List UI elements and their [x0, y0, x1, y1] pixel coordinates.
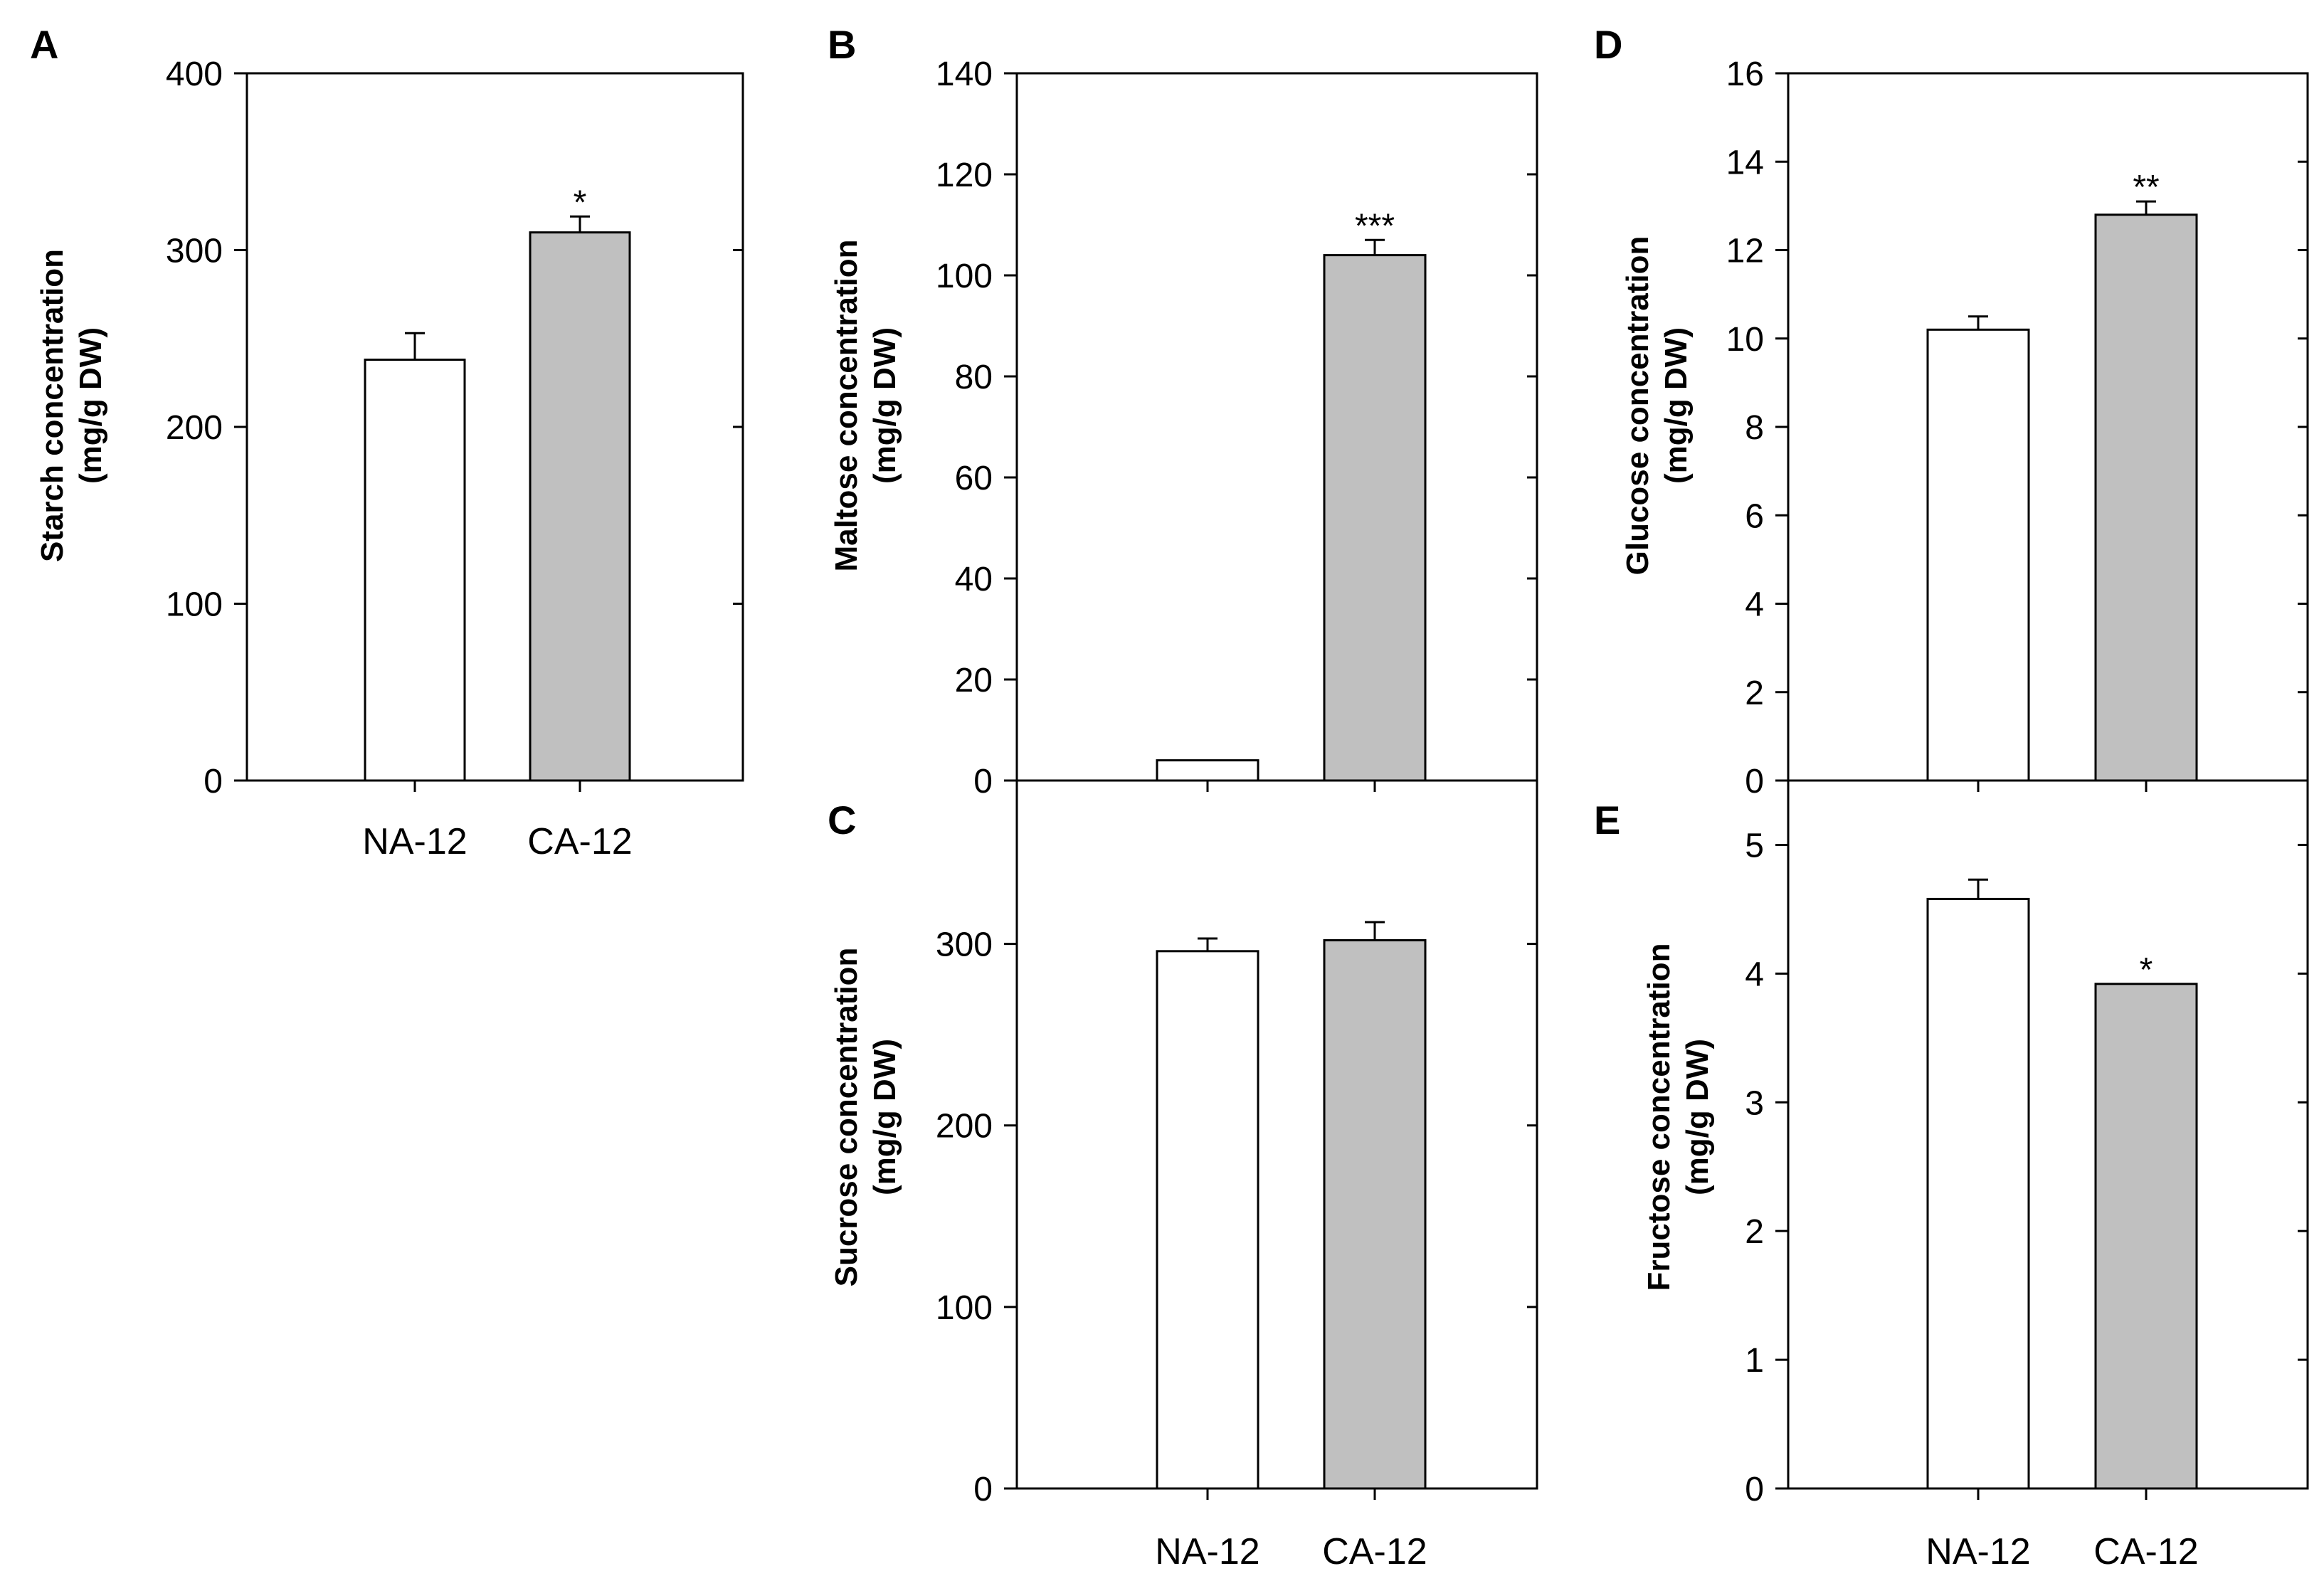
y-axis-label-line-1-E: Fructose concentration [1642, 943, 1676, 1291]
bar-A-NA-12 [364, 359, 466, 782]
y-axis-label-line-1-C: Sucrose concentration [829, 948, 864, 1287]
y-tick-label-D: 10 [1726, 321, 1764, 359]
x-tick-label-C: NA-12 [1155, 1531, 1259, 1572]
bar-B-CA-12 [1323, 254, 1427, 782]
y-tick-label-D: 6 [1745, 497, 1764, 535]
y-tick-label-E: 2 [1745, 1213, 1764, 1251]
y-axis-label-line-1-B: Maltose concentration [829, 240, 864, 572]
y-axis-label-B: Maltose concentration (mg/g DW) [829, 240, 902, 572]
y-axis-label-D: Glucose concentration (mg/g DW) [1620, 236, 1694, 576]
y-tick-label-A: 200 [166, 409, 223, 447]
y-axis-label-line-1-D: Glucose concentration [1620, 236, 1655, 576]
y-tick-label-D: 12 [1726, 233, 1764, 270]
y-tick-label-D: 14 [1726, 144, 1764, 181]
y-tick-label-B: 0 [973, 763, 993, 800]
y-tick-label-A: 100 [166, 586, 223, 624]
plot-frame-E [1787, 779, 2309, 1490]
y-tick-label-C: 0 [973, 1471, 993, 1508]
y-axis-label-A: Starch concentration (mg/g DW) [35, 249, 108, 562]
y-tick-label-C: 200 [936, 1108, 993, 1146]
significance-marker-A: * [574, 184, 587, 221]
y-tick-label-B: 140 [936, 55, 993, 93]
significance-marker-D: ** [2133, 169, 2159, 206]
bar-A-CA-12 [529, 231, 631, 782]
y-tick-label-B: 40 [955, 561, 993, 598]
y-tick-label-B: 20 [955, 662, 993, 699]
panel-label-D: D [1594, 22, 1622, 67]
y-tick-label-E: 4 [1745, 956, 1764, 993]
y-axis-label-E: Fructose concentration (mg/g DW) [1642, 943, 1715, 1291]
x-tick-label-E: CA-12 [2093, 1531, 2198, 1572]
bar-C-NA-12 [1156, 950, 1259, 1490]
significance-marker-E: * [2140, 951, 2153, 989]
y-tick-label-B: 80 [955, 359, 993, 396]
y-tick-label-D: 16 [1726, 55, 1764, 93]
x-tick-label-A: NA-12 [362, 821, 467, 862]
y-axis-label-C: Sucrose concentration (mg/g DW) [829, 948, 902, 1287]
panel-label-C: C [828, 798, 856, 842]
y-tick-label-D: 0 [1745, 763, 1764, 800]
y-tick-label-A: 300 [166, 233, 223, 270]
y-tick-label-D: 4 [1745, 586, 1764, 624]
y-tick-label-E: 1 [1745, 1342, 1764, 1380]
y-axis-label-line-2-E: (mg/g DW) [1680, 1039, 1715, 1195]
y-tick-label-B: 60 [955, 460, 993, 497]
y-axis-label-line-2-A: (mg/g DW) [73, 327, 108, 484]
significance-marker-B: *** [1355, 207, 1395, 245]
y-tick-label-D: 8 [1745, 409, 1764, 447]
bar-D-CA-12 [2094, 213, 2198, 782]
y-tick-label-D: 2 [1745, 675, 1764, 712]
bar-E-NA-12 [1926, 897, 2030, 1490]
y-tick-label-C: 300 [936, 926, 993, 964]
y-tick-label-A: 400 [166, 55, 223, 93]
y-tick-label-E: 3 [1745, 1084, 1764, 1122]
x-tick-label-A: CA-12 [527, 821, 632, 862]
y-axis-label-line-1-A: Starch concentration [35, 249, 70, 562]
y-tick-label-E: 0 [1745, 1471, 1764, 1508]
y-axis-label-line-2-C: (mg/g DW) [867, 1039, 902, 1195]
y-axis-label-line-2-D: (mg/g DW) [1659, 327, 1694, 484]
y-axis-label-line-2-B: (mg/g DW) [867, 327, 902, 484]
panel-label-A: A [30, 22, 58, 67]
panel-label-B: B [828, 22, 856, 67]
plot-frame-C [1015, 779, 1538, 1490]
x-tick-label-E: NA-12 [1926, 1531, 2030, 1572]
bar-C-CA-12 [1323, 939, 1427, 1490]
bar-B-NA-12 [1156, 759, 1259, 782]
bar-E-CA-12 [2094, 983, 2198, 1490]
bar-D-NA-12 [1926, 328, 2030, 782]
x-tick-label-C: CA-12 [1322, 1531, 1427, 1572]
y-tick-label-B: 100 [936, 258, 993, 295]
y-tick-label-E: 5 [1745, 827, 1764, 864]
y-tick-label-B: 120 [936, 157, 993, 194]
panel-label-E: E [1594, 798, 1620, 842]
y-tick-label-C: 100 [936, 1289, 993, 1327]
y-tick-label-A: 0 [204, 763, 223, 800]
